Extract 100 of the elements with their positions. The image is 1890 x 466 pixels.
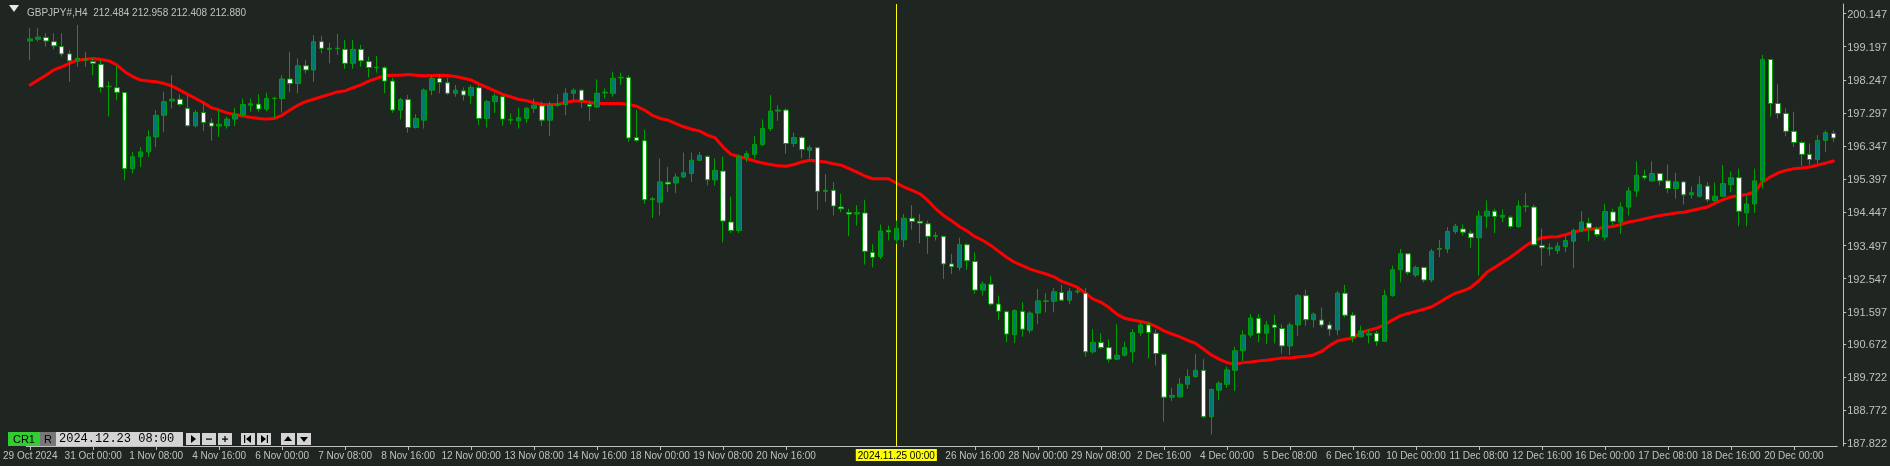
candlestick (1319, 307, 1324, 328)
candlestick (405, 94, 411, 134)
candlestick (1279, 323, 1285, 355)
candlestick (1720, 164, 1726, 198)
candlestick (1366, 328, 1372, 344)
candlestick (870, 243, 875, 268)
chart-title: GBPJPY#,H4 212.484 212.958 212.408 212.880 (27, 6, 247, 18)
candlestick (224, 116, 230, 130)
candlestick (1161, 353, 1167, 423)
x-tick-label: 4 Dec 00:00 (1200, 449, 1255, 461)
candlestick (256, 93, 261, 113)
candlestick (1539, 228, 1545, 267)
candlestick (1460, 223, 1466, 237)
candlestick (1492, 208, 1497, 234)
x-tick-label: 11 Dec 08:00 (1449, 449, 1509, 461)
candlestick (1398, 248, 1403, 283)
candlestick (1594, 226, 1600, 238)
candlestick (169, 74, 175, 110)
candlestick (949, 253, 954, 275)
x-tick-label: 20 Dec 00:00 (1764, 449, 1825, 461)
candlestick (1122, 341, 1127, 358)
candlestick (1783, 107, 1789, 137)
candlestick (342, 39, 348, 70)
candlestick (1437, 239, 1442, 258)
candlestick (366, 56, 372, 78)
candlestick (1610, 208, 1616, 227)
candlestick (358, 44, 364, 68)
candlestick (1555, 241, 1560, 255)
candlestick (1831, 129, 1836, 143)
candlestick (1421, 266, 1427, 283)
candlestick (941, 235, 946, 280)
candlestick (287, 51, 293, 93)
x-tick-label: 18 Dec 16:00 (1701, 449, 1762, 461)
candlestick (492, 92, 498, 114)
candlestick (1531, 204, 1537, 246)
candlestick (1177, 377, 1183, 399)
candlestick (1429, 248, 1434, 283)
candlestick (547, 101, 553, 137)
candlestick (1350, 311, 1356, 343)
candlestick (295, 57, 301, 94)
candlestick (681, 152, 686, 179)
candlestick (917, 213, 923, 244)
candlestick (476, 84, 482, 126)
candlestick (1390, 265, 1395, 298)
y-tick-label: 189.722 (1847, 371, 1887, 384)
x-tick-label: 20 Nov 16:00 (756, 449, 817, 461)
candlestick (878, 223, 883, 260)
candlestick (335, 33, 340, 56)
candlestick (461, 86, 466, 102)
candlestick (988, 275, 994, 307)
candlestick (500, 94, 505, 127)
annotation: 2024.12.23 08:00 (56, 432, 183, 446)
candlestick (602, 87, 608, 100)
candlestick (1626, 186, 1631, 216)
candlestick (744, 150, 749, 163)
candlestick (1484, 199, 1490, 229)
candlestick (957, 237, 962, 272)
candlestick (697, 151, 702, 162)
candlestick (1106, 338, 1112, 364)
candlestick (594, 78, 600, 109)
candlestick (153, 109, 159, 148)
candlestick (43, 32, 49, 48)
candlestick (1744, 195, 1749, 227)
candlestick (610, 71, 616, 98)
candlestick (1232, 346, 1238, 392)
candlestick (1051, 287, 1057, 313)
candlestick (1335, 290, 1340, 336)
candlestick (303, 59, 309, 74)
candlestick (1673, 172, 1679, 200)
x-tick-label: 28 Nov 00:00 (1008, 449, 1069, 461)
candlestick (1516, 199, 1521, 229)
x-tick-label: 2 Dec 16:00 (1137, 449, 1192, 461)
candlestick (665, 166, 671, 193)
candlestick (130, 151, 135, 175)
candlestick (1035, 288, 1041, 325)
annotation: CR1 (8, 432, 40, 446)
candlestick (539, 101, 545, 127)
candlestick (429, 74, 435, 96)
x-tick-label: 12 Nov 00:00 (441, 449, 502, 461)
y-tick-label: 193.497 (1847, 239, 1887, 252)
x-tick-label: 6 Nov 00:00 (255, 449, 310, 461)
candlestick (626, 74, 631, 143)
candlestick (185, 94, 190, 128)
candlestick (524, 106, 529, 124)
candlestick (752, 135, 757, 160)
candlestick (453, 84, 458, 98)
candlestick (1382, 289, 1387, 342)
candlestick (508, 113, 513, 125)
candlestick (1413, 265, 1419, 278)
x-tick-label: 6 Dec 16:00 (1326, 449, 1381, 461)
y-tick-label: 200.147 (1847, 7, 1887, 20)
candlestick (161, 91, 167, 133)
candlestick (445, 77, 450, 96)
candlestick (1468, 229, 1474, 249)
candlestick (232, 107, 238, 127)
candlestick (775, 104, 781, 122)
y-tick-label: 187.822 (1847, 437, 1887, 450)
candlestick (272, 96, 277, 119)
candlestick (909, 204, 915, 231)
candlestick (571, 87, 576, 101)
